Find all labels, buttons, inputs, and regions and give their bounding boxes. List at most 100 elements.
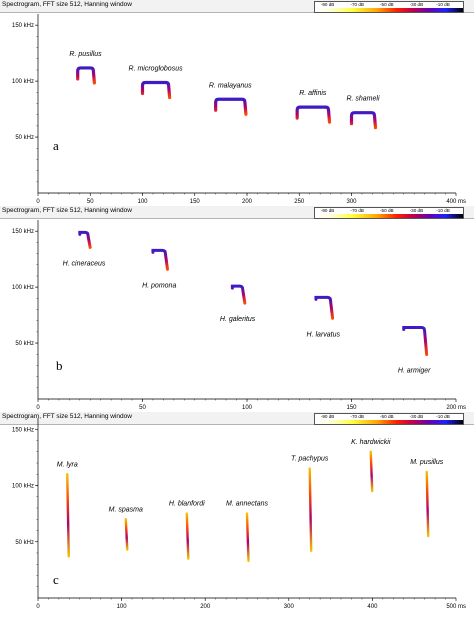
- legend-db-label: -50 dB: [380, 414, 394, 419]
- legend-color-bar: [315, 8, 463, 12]
- call-mark: [124, 518, 129, 551]
- call-mark: [314, 295, 335, 320]
- x-tick-label: 200 ms: [446, 405, 466, 411]
- panel-title: Spectrogram, FFT size 512, Hanning windo…: [2, 1, 132, 8]
- y-tick-label: 150 kHz: [12, 23, 34, 29]
- spectrogram-panel-c: Spectrogram, FFT size 512, Hanning windo…: [0, 412, 474, 618]
- panel-letter: c: [53, 572, 59, 587]
- call-mark: [78, 230, 92, 249]
- x-tick-label: 50: [87, 199, 94, 205]
- db-color-legend: -90 dB -70 dB -50 dB -30 dB -10 dB: [314, 1, 464, 13]
- x-tick-label: 500 ms: [446, 604, 466, 610]
- spectrogram-plot: 150 kHz 100 kHz 50 kHz 0 50 100 150 200 ms H. ci…: [0, 206, 474, 411]
- legend-db-label: -30 dB: [409, 2, 424, 7]
- db-color-legend: -90 dB -70 dB -50 dB -30 dB -10 dB: [314, 413, 464, 425]
- panel-title: Spectrogram, FFT size 512, Hanning windo…: [2, 207, 132, 214]
- call-mark: [66, 473, 70, 558]
- legend-db-label: -10 dB: [436, 414, 450, 419]
- legend-db-label: -90 dB: [320, 208, 335, 213]
- call-mark: [140, 80, 172, 100]
- x-tick-label: 150: [190, 199, 201, 205]
- x-tick-label: 200: [200, 604, 211, 610]
- species-label: M. annectans: [226, 501, 269, 508]
- x-tick-label: 50: [139, 405, 146, 411]
- species-label: H. larvatus: [307, 331, 341, 338]
- call-mark: [151, 248, 169, 271]
- panel-letter: a: [53, 138, 59, 153]
- spectrogram-plot: 150 kHz 100 kHz 50 kHz 0 100 200 300 400 500 ms M…: [0, 412, 474, 618]
- panel-header: Spectrogram, FFT size 512, Hanning windo…: [0, 206, 474, 219]
- y-tick-label: 100 kHz: [12, 285, 34, 291]
- y-tick-label: 150 kHz: [12, 427, 34, 433]
- call-mark: [185, 512, 190, 560]
- axis-lines: [37, 220, 456, 400]
- y-tick-label: 100 kHz: [12, 79, 34, 85]
- legend-db-label: -30 dB: [409, 208, 424, 213]
- legend-db-label: -50 dB: [380, 2, 394, 7]
- legend-color-bar: [315, 420, 463, 424]
- y-tick-label: 50 kHz: [15, 341, 34, 347]
- call-mark: [425, 470, 430, 538]
- legend-color-bar: [315, 214, 463, 218]
- x-tick-label: 100: [117, 604, 128, 610]
- species-label: R. affinis: [299, 90, 327, 97]
- call-mark: [245, 512, 250, 563]
- axis-lines: [37, 418, 456, 599]
- legend-db-label: -70 dB: [350, 414, 364, 419]
- species-label: H. pomona: [142, 282, 176, 289]
- panel-header: Spectrogram, FFT size 512, Hanning windo…: [0, 0, 474, 13]
- species-label: H. cineraceus: [63, 260, 106, 267]
- x-tick-label: 400 ms: [446, 199, 466, 205]
- call-mark: [349, 111, 378, 130]
- x-tick-label: 400: [367, 604, 378, 610]
- species-label: H. blanfordi: [169, 501, 205, 508]
- x-tick-label: 300: [284, 604, 295, 610]
- spectrogram-svg: 150 kHz 100 kHz 50 kHz 0 50 100 150 200 ms H. ci…: [12, 220, 466, 411]
- legend-db-label: -50 dB: [380, 208, 394, 213]
- axis-lines: [37, 14, 456, 194]
- legend-db-label: -70 dB: [350, 208, 364, 213]
- y-tick-label: 100 kHz: [12, 484, 34, 490]
- x-tick-label: 250: [294, 199, 305, 205]
- call-mark: [402, 326, 429, 357]
- species-label: M. pusillus: [410, 459, 444, 466]
- legend-db-label: -10 dB: [436, 208, 450, 213]
- legend-db-label: -30 dB: [409, 414, 424, 419]
- species-label: M. lyra: [57, 461, 78, 468]
- call-mark: [76, 66, 96, 85]
- species-label: T. pachypus: [291, 456, 329, 463]
- x-tick-label: 0: [36, 199, 40, 205]
- call-mark: [308, 467, 313, 552]
- legend-db-label: -90 dB: [320, 2, 335, 7]
- species-label: H. galeritus: [220, 316, 256, 323]
- species-label: R. shameli: [346, 96, 380, 103]
- x-tick-label: 200: [242, 199, 253, 205]
- spectrogram-panel-a: Spectrogram, FFT size 512, Hanning windo…: [0, 0, 474, 205]
- panel-header: Spectrogram, FFT size 512, Hanning windo…: [0, 412, 474, 425]
- species-label: H. armiger: [398, 368, 431, 375]
- x-tick-label: 150: [346, 405, 357, 411]
- call-mark: [369, 450, 374, 493]
- spectrogram-svg: 150 kHz 100 kHz 50 kHz 0 50 100 150 200 250 300 40…: [12, 14, 466, 205]
- spectrogram-svg: 150 kHz 100 kHz 50 kHz 0 100 200 300 400 500 ms M…: [12, 418, 466, 610]
- y-tick-label: 50 kHz: [15, 135, 34, 141]
- legend-db-label: -90 dB: [320, 414, 335, 419]
- legend-db-label: -10 dB: [436, 2, 450, 7]
- species-label: R. pusillus: [69, 51, 102, 58]
- legend-db-label: -70 dB: [350, 2, 364, 7]
- x-tick-label: 100: [242, 405, 253, 411]
- species-label: M. spasma: [109, 506, 143, 513]
- x-tick-label: 0: [36, 604, 40, 610]
- species-label: R. microglobosus: [129, 65, 184, 72]
- db-color-legend: -90 dB -70 dB -50 dB -30 dB -10 dB: [314, 207, 464, 219]
- y-tick-label: 150 kHz: [12, 229, 34, 235]
- x-tick-label: 100: [137, 199, 148, 205]
- panel-title: Spectrogram, FFT size 512, Hanning windo…: [2, 413, 132, 420]
- species-label: K. hardwickii: [351, 439, 391, 446]
- spectrogram-panel-b: Spectrogram, FFT size 512, Hanning windo…: [0, 206, 474, 411]
- x-tick-label: 0: [36, 405, 40, 411]
- species-label: R. malayanus: [209, 82, 252, 89]
- panel-letter: b: [56, 358, 63, 373]
- call-mark: [295, 105, 332, 124]
- x-tick-label: 300: [346, 199, 357, 205]
